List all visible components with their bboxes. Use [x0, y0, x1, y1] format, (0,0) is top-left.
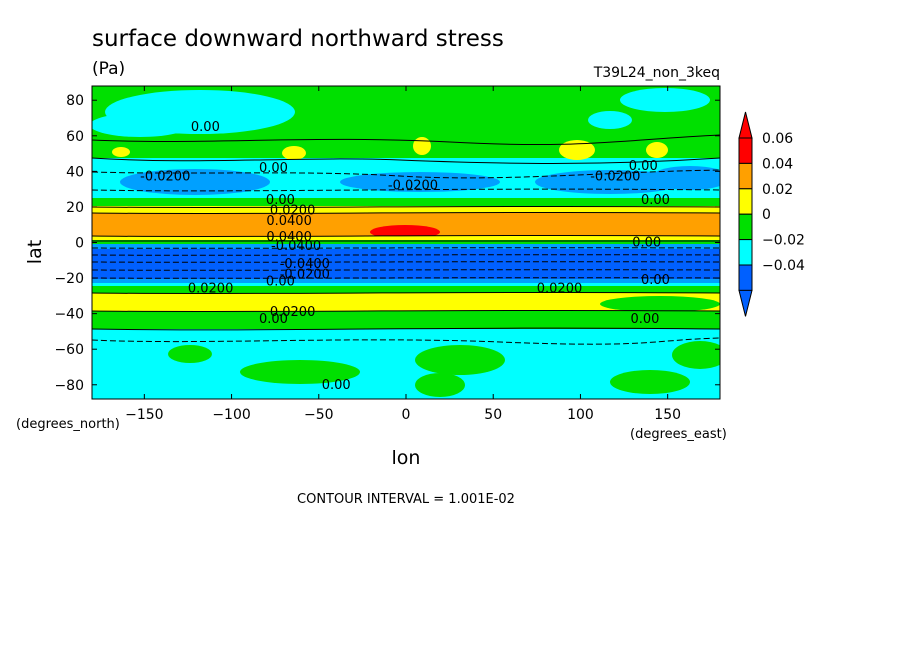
contour-label: 0.0200 — [270, 305, 316, 320]
colorbar-swatch — [738, 213, 753, 241]
y-tick-label: −40 — [54, 307, 84, 323]
contour-label: -0.0200 — [388, 179, 438, 194]
contour-label: 0.0400 — [266, 214, 312, 229]
y-tick-label: −20 — [54, 271, 84, 287]
colorbar-label: 0.02 — [762, 182, 793, 198]
x-tick-label: 0 — [402, 407, 411, 423]
contour-label: 0.00 — [322, 378, 351, 393]
colorbar-label: 0.06 — [762, 131, 793, 147]
contour-label: 0.00 — [632, 236, 661, 251]
units-label: (Pa) — [92, 59, 125, 79]
contour-labels: 0.00-0.02000.00-0.0200-0.02000.000.000.0… — [140, 120, 670, 393]
chart-title: surface downward northward stress — [92, 26, 504, 52]
x-tick-label: 100 — [567, 407, 594, 423]
x-axis: −150 −100 −50 0 50 100 150 — [125, 86, 681, 423]
contour-label: 0.00 — [259, 161, 288, 176]
colorbar-label: 0.04 — [762, 156, 793, 172]
contour-label: -0.0400 — [280, 257, 330, 272]
colorbar-swatch — [738, 137, 753, 164]
colorbar-label: −0.02 — [762, 233, 805, 249]
contour-label: 0.00 — [266, 193, 295, 208]
contour-label: 0.0400 — [266, 230, 312, 245]
x-tick-label: 50 — [484, 407, 502, 423]
colorbar-arrow-top — [738, 111, 753, 139]
colorbar-swatch — [738, 188, 753, 215]
contour-label: 0.00 — [259, 312, 288, 327]
y-tick-label: 20 — [66, 200, 84, 216]
colorbar-label: −0.04 — [762, 258, 805, 274]
contour-label: 0.00 — [191, 120, 220, 135]
y-tick-label: −80 — [54, 378, 84, 394]
contour-label: -0.0400 — [271, 239, 321, 254]
y-tick-label: 40 — [66, 164, 84, 180]
y-tick-label: −60 — [54, 342, 84, 358]
colorbar-swatch — [738, 264, 753, 291]
run-label: T39L24_non_3keq — [593, 65, 720, 81]
contour-label: 0.00 — [641, 273, 670, 288]
y-axis-units: (degrees_north) — [16, 417, 120, 432]
contour-label: 0.0200 — [270, 203, 316, 218]
y-axis-title: lat — [24, 240, 46, 264]
contour-label: -0.0200 — [590, 170, 640, 185]
contour-field: 0.00-0.02000.00-0.0200-0.02000.000.000.0… — [92, 86, 720, 399]
y-tick-label: 80 — [66, 93, 84, 109]
contour-label: 0.00 — [641, 193, 670, 208]
colorbar-arrow-bottom — [738, 289, 753, 317]
x-tick-label: −50 — [304, 407, 334, 423]
y-axis: −80 −60 −40 −20 0 20 40 60 80 — [54, 93, 720, 394]
x-axis-title: lon — [392, 447, 421, 469]
colorbar-swatch — [738, 239, 753, 266]
contour-label: 0.0200 — [537, 282, 583, 297]
x-tick-label: −100 — [212, 407, 250, 423]
contour-label: -0.0200 — [280, 268, 330, 283]
y-tick-label: 60 — [66, 129, 84, 145]
contour-label: 0.0200 — [188, 282, 234, 297]
contour-interval: CONTOUR INTERVAL = 1.001E-02 — [297, 492, 515, 507]
colorbar-label: 0 — [762, 207, 771, 223]
contour-label: 0.00 — [631, 312, 660, 327]
colorbar: 0.06 0.04 0.02 0 −0.02 −0.04 — [738, 111, 805, 317]
contour-label: 0.00 — [629, 159, 658, 174]
y-tick-label: 0 — [75, 236, 84, 252]
contour-label: -0.0200 — [140, 170, 190, 185]
x-axis-units: (degrees_east) — [630, 427, 727, 442]
colorbar-swatch — [738, 162, 753, 190]
x-tick-label: 150 — [654, 407, 681, 423]
x-tick-label: −150 — [125, 407, 163, 423]
contour-label: 0.00 — [266, 275, 295, 290]
